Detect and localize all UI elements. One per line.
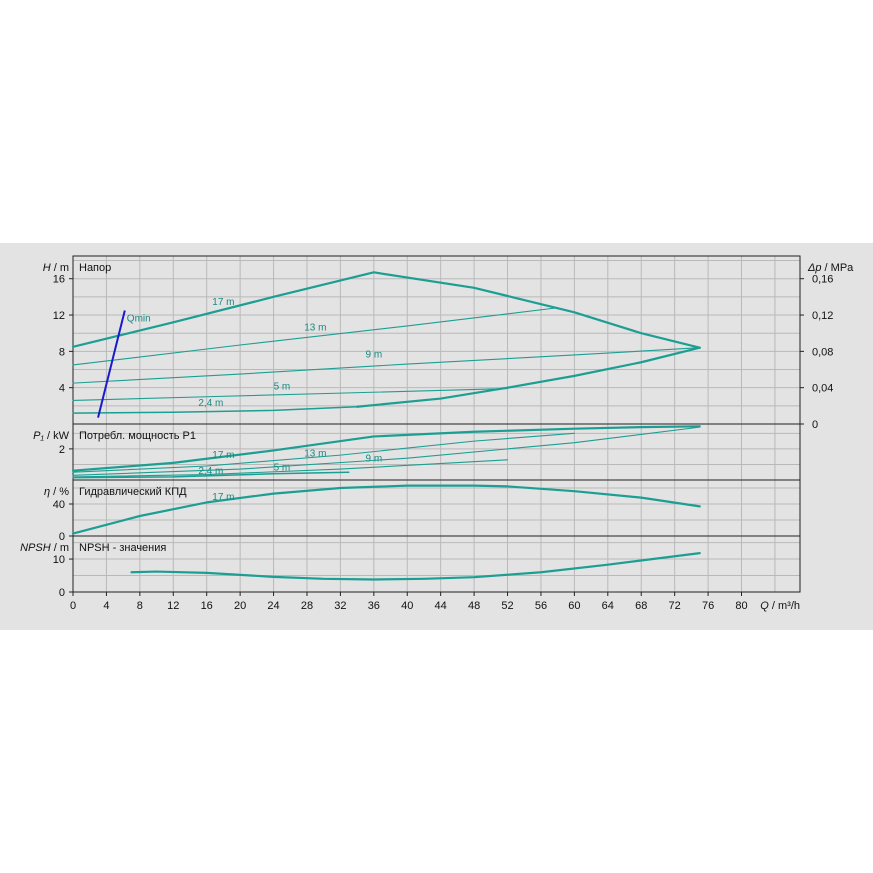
series-line <box>72 307 559 366</box>
x-tick-label: 12 <box>167 600 179 612</box>
y-axis-label: H / m <box>43 262 69 274</box>
y-tick-label: 8 <box>59 346 65 358</box>
x-tick-label: 28 <box>301 600 313 612</box>
panel-title: Гидравлический КПД <box>79 486 187 498</box>
series-line <box>72 432 575 473</box>
panel-frame-npsh <box>72 535 801 593</box>
qmin-line <box>97 310 126 418</box>
series-line <box>356 346 701 408</box>
y-axis-label: η / % <box>44 486 69 498</box>
x-tick-label: 68 <box>635 600 647 612</box>
series-line <box>72 471 350 479</box>
x-tick-label: 16 <box>201 600 213 612</box>
x-tick-label: 72 <box>669 600 681 612</box>
x-tick-label: 8 <box>137 600 143 612</box>
series-label: 17 m <box>212 297 234 308</box>
y-tick-label: 10 <box>53 554 65 566</box>
series-line <box>130 552 701 581</box>
y2-tick-label: 0,08 <box>812 346 833 358</box>
y-tick-label: 2 <box>59 444 65 456</box>
x-tick-label: 32 <box>334 600 346 612</box>
y2-tick-label: 0 <box>812 419 818 431</box>
series-line <box>72 405 358 414</box>
series-label: 9 m <box>365 350 382 361</box>
y2-tick-label: 0,16 <box>812 274 833 286</box>
series-label: 5 m <box>274 463 291 474</box>
x-tick-label: 52 <box>501 600 513 612</box>
series-label: 13 m <box>304 449 326 460</box>
series-label: 17 m <box>212 450 234 461</box>
x-tick-label: 60 <box>568 600 580 612</box>
y-tick-label: 40 <box>53 499 65 511</box>
x-tick-label: 44 <box>435 600 447 612</box>
series-line <box>72 347 701 384</box>
x-tick-label: 80 <box>735 600 747 612</box>
y-tick-label: 0 <box>59 587 65 599</box>
qmin-label: Qmin <box>127 313 151 324</box>
panel-title: NPSH - значения <box>79 542 166 554</box>
y-tick-label: 0 <box>59 531 65 543</box>
series-line <box>71 425 701 472</box>
series-label: 5 m <box>274 381 291 392</box>
series-line <box>72 388 509 401</box>
series-label: 2,4 m <box>198 466 223 477</box>
series-label: 9 m <box>365 453 382 464</box>
y2-tick-label: 0,04 <box>812 383 833 395</box>
panel-title: Напор <box>79 262 111 274</box>
y-tick-label: 16 <box>53 274 65 286</box>
y2-axis-label: Δp / MPa <box>807 262 854 274</box>
series-line <box>72 426 701 476</box>
x-tick-label: 24 <box>267 600 279 612</box>
series-label: 13 m <box>304 322 326 333</box>
series-line <box>71 484 701 535</box>
x-tick-label: 76 <box>702 600 714 612</box>
chart-panel <box>0 243 873 630</box>
series-label: 17 m <box>212 492 234 503</box>
panel-title: Потребл. мощность P1 <box>79 430 196 442</box>
x-axis-label: Q / m³/h <box>760 600 800 612</box>
x-tick-label: 64 <box>602 600 614 612</box>
series-label: 2,4 m <box>198 398 223 409</box>
y2-tick-label: 0,12 <box>812 310 833 322</box>
series-line <box>72 459 509 478</box>
x-tick-label: 20 <box>234 600 246 612</box>
x-tick-label: 56 <box>535 600 547 612</box>
x-tick-label: 36 <box>368 600 380 612</box>
x-tick-label: 4 <box>103 600 109 612</box>
series-line <box>71 271 701 349</box>
y-tick-label: 12 <box>53 310 65 322</box>
x-tick-label: 0 <box>70 600 76 612</box>
x-tick-label: 40 <box>401 600 413 612</box>
y-axis-label: P₁ / kW <box>33 430 69 442</box>
y-tick-label: 4 <box>59 383 65 395</box>
x-tick-label: 48 <box>468 600 480 612</box>
y-axis-label: NPSH / m <box>20 542 69 554</box>
